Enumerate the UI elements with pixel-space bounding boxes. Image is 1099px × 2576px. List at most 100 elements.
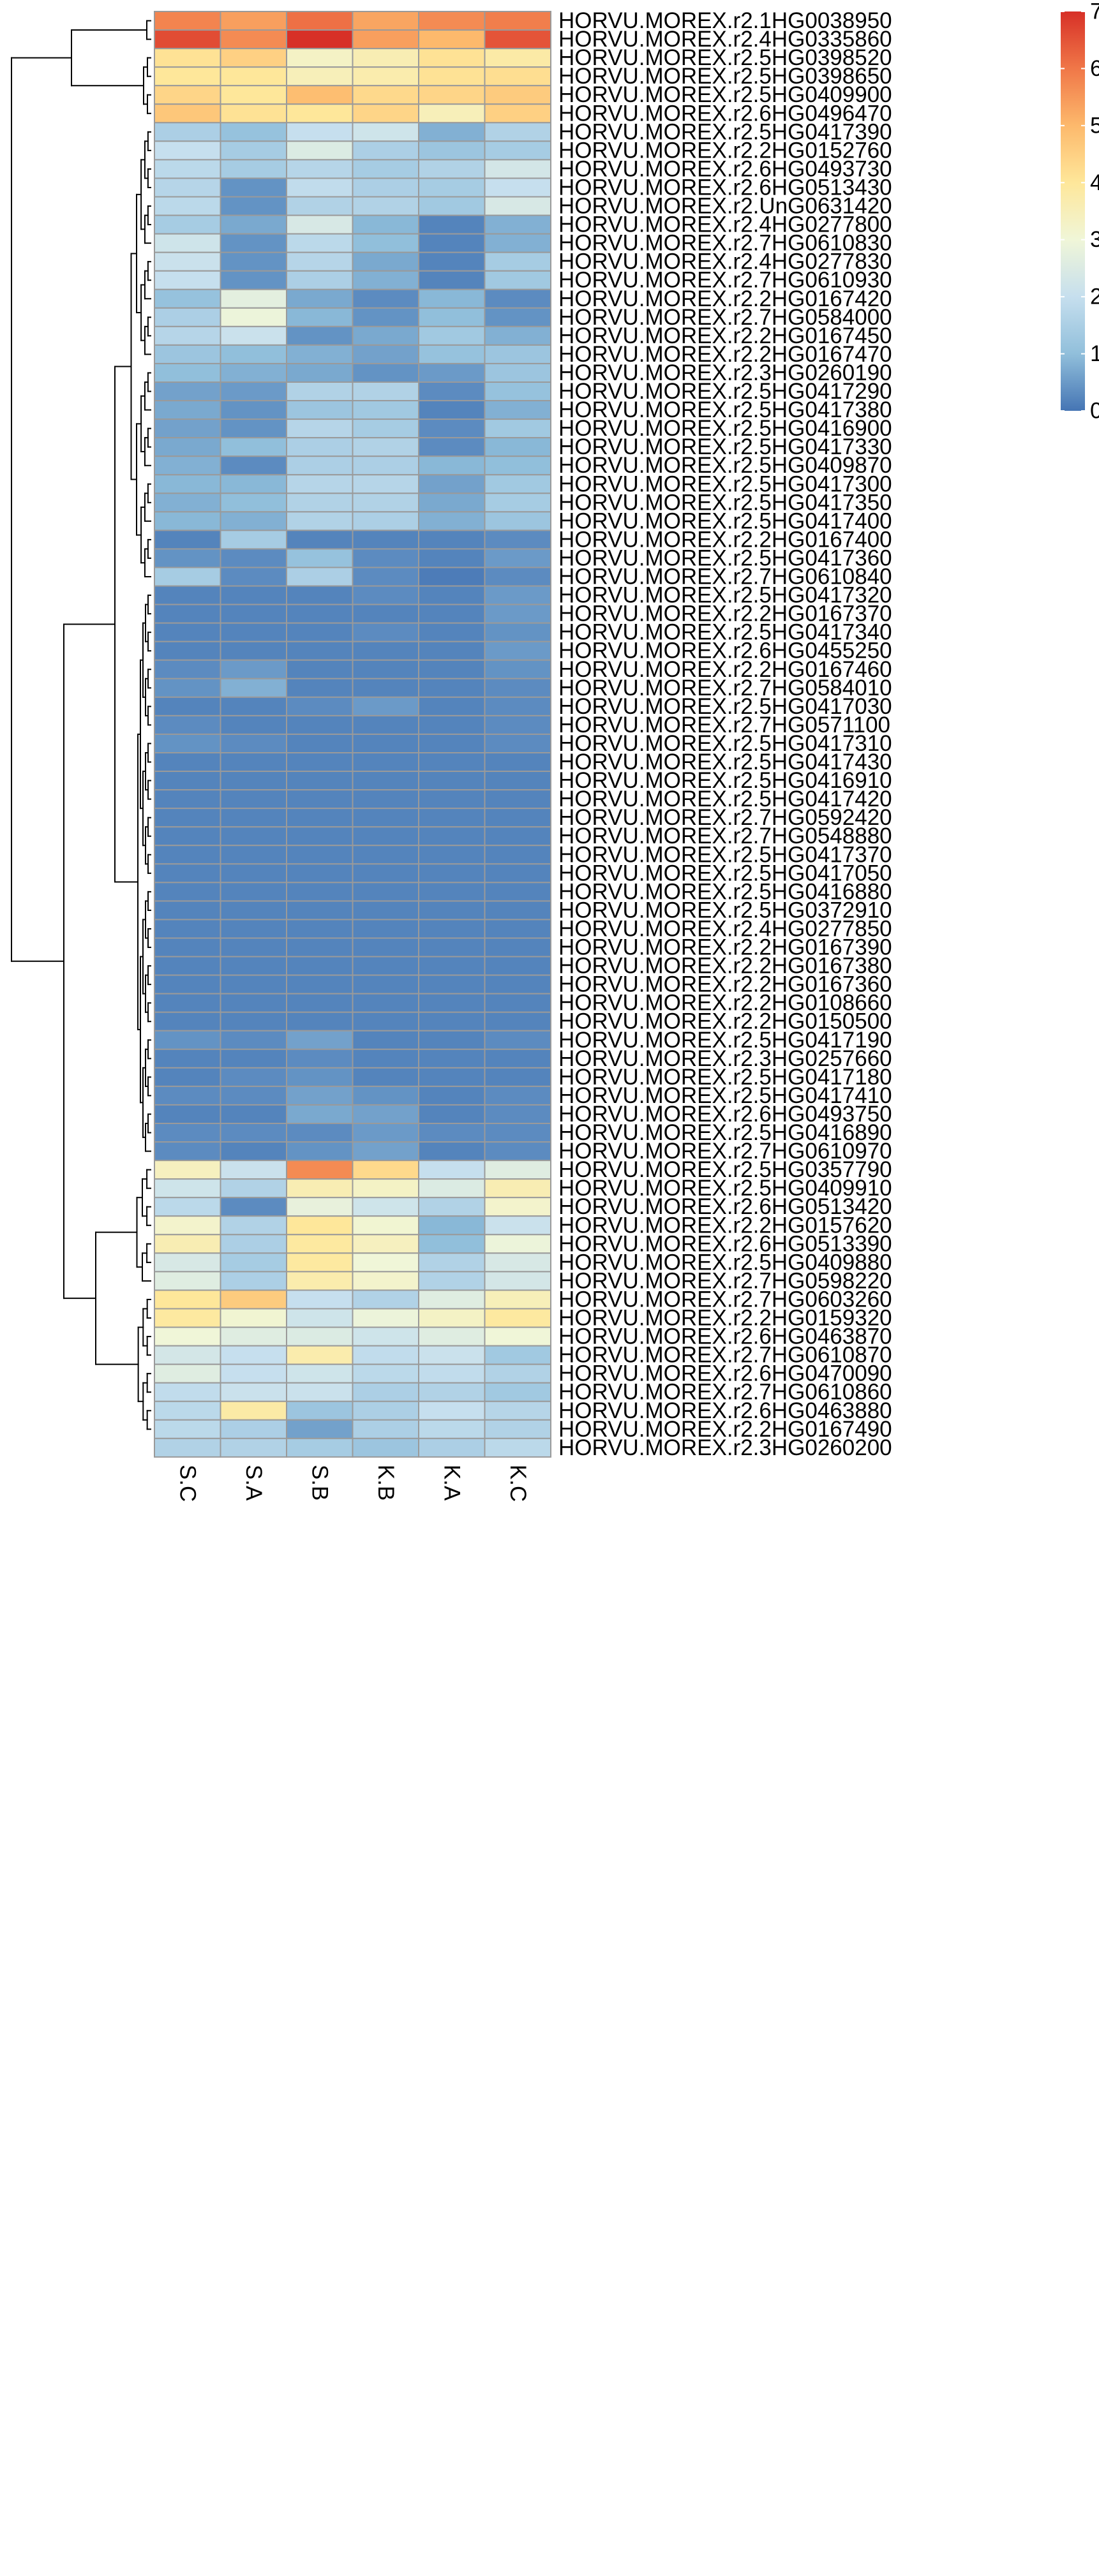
- heatmap-cell: [352, 177, 419, 198]
- legend-tick-label: 5: [1090, 113, 1099, 138]
- heatmap-cell: [484, 474, 551, 494]
- heatmap-cell: [220, 826, 287, 847]
- heatmap-cell: [286, 1011, 354, 1032]
- heatmap-cell: [418, 159, 486, 179]
- heatmap-cell: [220, 1197, 287, 1217]
- heatmap-cell: [484, 344, 551, 364]
- legend-tick-label: 6: [1090, 56, 1099, 81]
- heatmap-cell: [484, 956, 551, 976]
- row-label: HORVU.MOREX.r2.5HG0417330: [558, 434, 892, 459]
- heatmap-cell: [154, 140, 221, 161]
- heatmap-cell: [220, 288, 287, 309]
- heatmap-cell: [418, 140, 486, 161]
- heatmap-cell: [286, 677, 354, 698]
- row-label: HORVU.MOREX.r2.5HG0417350: [558, 490, 892, 515]
- heatmap-cell: [154, 752, 221, 773]
- heatmap-cell: [154, 270, 221, 290]
- heatmap-cell: [286, 1271, 354, 1291]
- heatmap-cell: [484, 640, 551, 661]
- heatmap-cell: [418, 937, 486, 958]
- row-label: HORVU.MOREX.r2.2HG0167470: [558, 342, 892, 367]
- row-labels: HORVU.MOREX.r2.1HG0038950HORVU.MOREX.r2.…: [558, 8, 892, 1460]
- heatmap-cell: [286, 344, 354, 364]
- legend-tick-label: 4: [1090, 170, 1099, 195]
- heatmap-cell: [286, 11, 354, 31]
- heatmap-cell: [484, 826, 551, 847]
- row-label: HORVU.MOREX.r2.5HG0416900: [558, 416, 892, 441]
- heatmap-cell: [352, 733, 419, 753]
- heatmap-cell: [418, 66, 486, 87]
- heatmap-cell: [352, 659, 419, 679]
- heatmap-cell: [154, 696, 221, 716]
- heatmap-cell: [484, 882, 551, 902]
- heatmap-cell: [220, 993, 287, 1013]
- heatmap-cell: [286, 1363, 354, 1384]
- heatmap-cell: [286, 548, 354, 568]
- heatmap-cell: [154, 1215, 221, 1236]
- heatmap-cell: [154, 288, 221, 309]
- heatmap-cell: [352, 1363, 419, 1384]
- heatmap-cell: [418, 177, 486, 198]
- heatmap-cell: [154, 622, 221, 642]
- heatmap-cell: [484, 1308, 551, 1328]
- heatmap-cell: [418, 956, 486, 976]
- row-label: HORVU.MOREX.r2.2HG0167400: [558, 527, 892, 552]
- heatmap-cell: [418, 455, 486, 476]
- heatmap-cell: [154, 1363, 221, 1384]
- heatmap-cell: [220, 122, 287, 142]
- heatmap-cell: [220, 1271, 287, 1291]
- row-label: HORVU.MOREX.r2.5HG0417310: [558, 731, 892, 756]
- heatmap-cell: [154, 362, 221, 383]
- heatmap-cell: [220, 733, 287, 753]
- row-label: HORVU.MOREX.r2.2HG0167370: [558, 602, 892, 626]
- heatmap-cell: [418, 214, 486, 235]
- heatmap-cell: [154, 789, 221, 810]
- heatmap-cell: [286, 1085, 354, 1106]
- heatmap-cell: [418, 325, 486, 346]
- row-label: HORVU.MOREX.r2.5HG0417360: [558, 545, 892, 570]
- heatmap-cell: [352, 1271, 419, 1291]
- row-label: HORVU.MOREX.r2.6HG0493750: [558, 1102, 892, 1127]
- heatmap-cell: [484, 659, 551, 679]
- heatmap-cell: [154, 511, 221, 531]
- heatmap-cell: [352, 1437, 419, 1458]
- row-label: HORVU.MOREX.r2.6HG0513430: [558, 175, 892, 200]
- heatmap-cell: [154, 585, 221, 605]
- heatmap-cell: [352, 1382, 419, 1402]
- heatmap-cell: [484, 177, 551, 198]
- heatmap-cell: [352, 529, 419, 550]
- heatmap-cell: [220, 1178, 287, 1199]
- heatmap-cell: [286, 511, 354, 531]
- heatmap-cell: [418, 845, 486, 865]
- heatmap-cell: [286, 1215, 354, 1236]
- heatmap-cell: [418, 511, 486, 531]
- heatmap-cell: [286, 696, 354, 716]
- legend-tick-label: 0: [1090, 399, 1099, 424]
- heatmap-cell: [418, 863, 486, 884]
- heatmap-cell: [154, 1271, 221, 1291]
- heatmap-cell: [220, 159, 287, 179]
- heatmap-cell: [154, 1178, 221, 1199]
- row-label: HORVU.MOREX.r2.5HG0409870: [558, 453, 892, 478]
- heatmap-cell: [220, 400, 287, 420]
- heatmap-cell: [220, 771, 287, 791]
- heatmap-cell: [286, 1141, 354, 1162]
- heatmap-cell: [286, 418, 354, 439]
- heatmap-cell: [418, 752, 486, 773]
- heatmap-cell: [484, 1197, 551, 1217]
- heatmap-cell: [154, 1160, 221, 1180]
- heatmap-cell: [220, 603, 287, 624]
- row-label: HORVU.MOREX.r2.2HG0167450: [558, 323, 892, 348]
- heatmap-cell: [484, 696, 551, 716]
- row-label: HORVU.MOREX.r2.6HG0463880: [558, 1398, 892, 1423]
- heatmap-cell: [418, 251, 486, 272]
- row-label: HORVU.MOREX.r2.6HG0493730: [558, 156, 892, 181]
- heatmap-cell: [286, 214, 354, 235]
- heatmap-cell: [154, 233, 221, 253]
- heatmap-cell: [484, 1345, 551, 1365]
- row-label: HORVU.MOREX.r2.4HG0335860: [558, 27, 892, 52]
- heatmap-cell: [418, 1271, 486, 1291]
- heatmap-cell: [418, 1123, 486, 1143]
- heatmap-cell: [352, 1289, 419, 1310]
- heatmap-cell: [154, 714, 221, 735]
